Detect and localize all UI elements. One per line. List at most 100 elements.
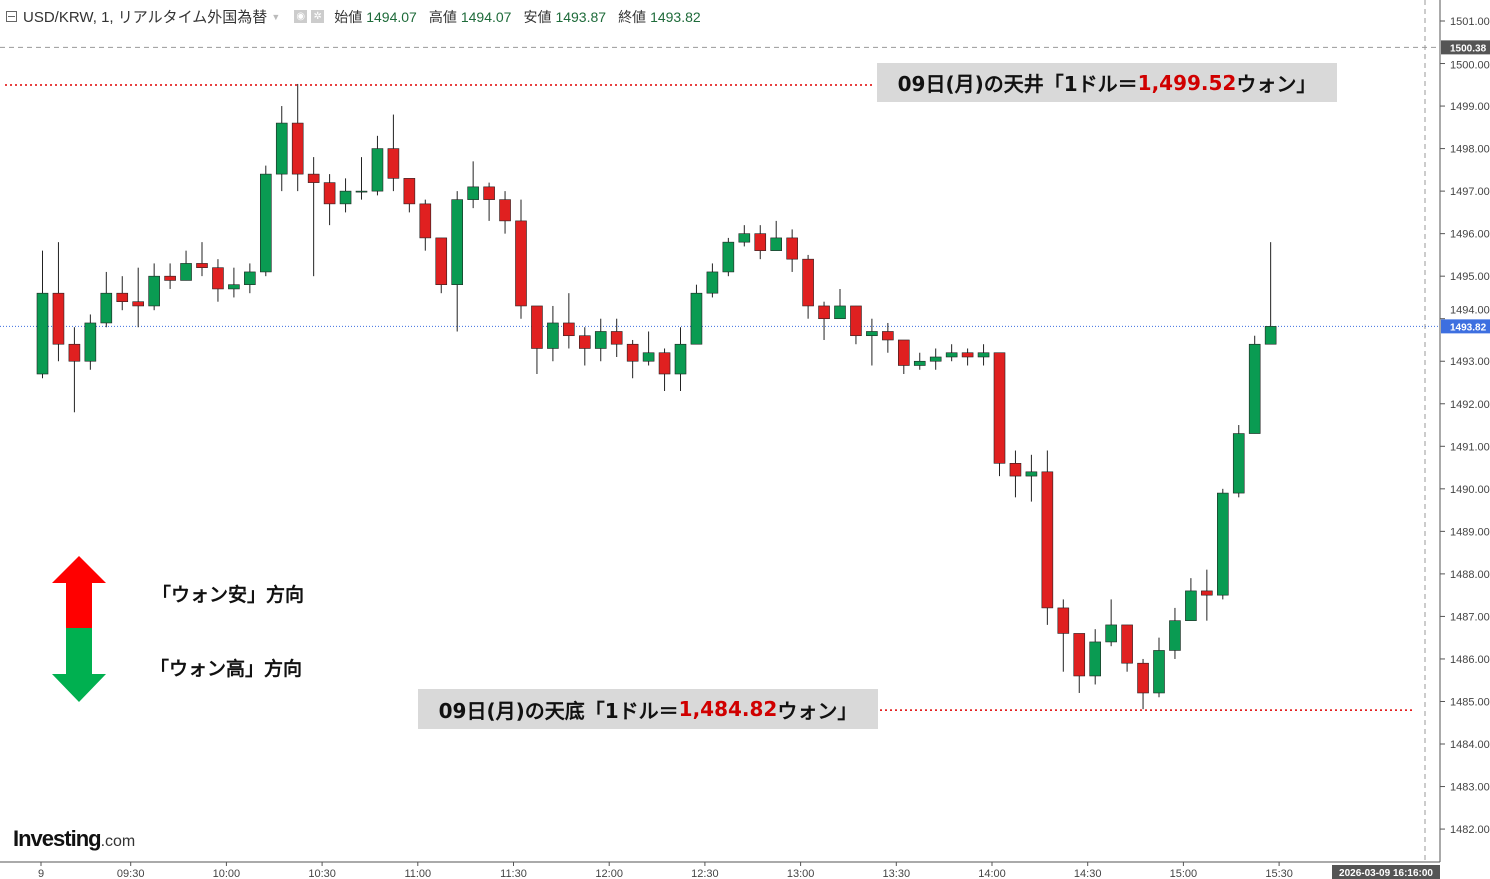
crosshair-time-label: 2026-03-09 16:16:00	[1339, 868, 1433, 879]
candle-body	[291, 122, 304, 175]
square-minus-icon[interactable]	[6, 11, 17, 22]
candle-body	[84, 322, 97, 362]
y-tick-label: 1496.00	[1450, 229, 1490, 241]
low-annotation-suffix: ウォン」	[777, 698, 858, 723]
x-tick-label: 13:30	[883, 868, 911, 879]
x-tick-label: 14:00	[978, 868, 1006, 879]
candle-body	[387, 148, 400, 179]
candle-body	[993, 352, 1006, 464]
gear-icon[interactable]: ✲	[311, 10, 325, 23]
candle-body	[132, 301, 144, 307]
candle-body	[897, 339, 910, 366]
x-tick-label: 14:30	[1074, 868, 1102, 879]
candle-body	[1089, 641, 1101, 677]
eye-icon[interactable]: ◉	[294, 10, 308, 23]
strong-won-label: 「ウォン高」方向	[150, 658, 303, 680]
x-tick-label: 12:00	[595, 868, 623, 879]
x-tick-label: 10:30	[308, 868, 336, 879]
y-tick-label: 1491.00	[1450, 441, 1490, 453]
candle-body	[259, 173, 272, 273]
candle-body	[1264, 326, 1277, 345]
symbol-title[interactable]: USD/KRW, 1, リアルタイム外国為替	[23, 9, 268, 26]
close-label: 終値	[618, 8, 647, 25]
candle-body	[164, 275, 176, 281]
candle-body	[355, 190, 368, 193]
candle-body	[1248, 343, 1261, 434]
candle-body	[244, 271, 256, 285]
y-tick-label: 1483.00	[1450, 782, 1490, 794]
candle-body	[1137, 662, 1149, 694]
candle-body	[578, 335, 591, 349]
y-tick-label: 1487.00	[1450, 611, 1490, 623]
candle-body	[323, 182, 336, 205]
high-annotation: 09日(月)の天井「1ドル＝ 1,499.52 ウォン」	[877, 63, 1337, 102]
x-tick-label: 9	[38, 868, 44, 879]
candle-body	[770, 237, 783, 251]
candle-body	[52, 292, 65, 345]
candle-body	[1105, 624, 1117, 643]
candle-body	[36, 292, 49, 375]
candle-body	[1121, 624, 1133, 664]
low-annotation-prefix: 09日(月)の天底「1ドル＝	[438, 698, 679, 723]
candle-body	[499, 199, 511, 222]
candle-body	[100, 292, 113, 324]
candle-body	[977, 352, 990, 358]
x-tick-label: 13:00	[787, 868, 815, 879]
candle-body	[706, 271, 719, 294]
candle-body	[1232, 433, 1245, 494]
candle-body	[818, 305, 830, 320]
candle-body	[116, 292, 129, 302]
candle-body	[786, 237, 798, 260]
candle-body	[68, 343, 81, 362]
candle-body	[148, 275, 160, 307]
y-tick-label: 1497.00	[1450, 186, 1490, 198]
candle-body	[690, 292, 703, 345]
high-annotation-suffix: ウォン」	[1236, 72, 1317, 96]
candle-body	[850, 305, 862, 337]
chevron-down-icon[interactable]: ▼	[271, 11, 281, 22]
candle-body	[531, 305, 543, 349]
candle-body	[929, 356, 942, 362]
high-annotation-prefix: 09日(月)の天井「1ドル＝	[897, 72, 1138, 96]
x-tick-label: 11:30	[500, 868, 527, 879]
candle-body	[961, 352, 974, 358]
candle-body	[1073, 633, 1086, 677]
crosshair-price-label: 1500.38	[1450, 43, 1487, 54]
x-tick-label: 11:00	[404, 868, 431, 879]
candle-body	[371, 148, 384, 192]
candle-body	[658, 352, 671, 375]
candle-body	[626, 343, 639, 362]
candle-body	[754, 233, 767, 251]
close-value: 1493.82	[650, 8, 701, 25]
candle-body	[515, 220, 527, 307]
candles	[36, 83, 1277, 710]
current-price-label: 1493.82	[1450, 322, 1487, 333]
y-tick-label: 1489.00	[1450, 526, 1490, 538]
high-value: 1494.07	[460, 8, 512, 25]
x-tick-label: 09:30	[117, 868, 145, 879]
candle-body	[1217, 492, 1229, 596]
investing-logo: Investing.com	[13, 826, 136, 851]
low-annotation: 09日(月)の天底「1ドル＝ 1,484.82 ウォン」	[418, 689, 878, 729]
up-down-arrow-icon	[52, 556, 106, 702]
candle-body	[275, 122, 288, 175]
candle-body	[945, 352, 958, 358]
candle-body	[1057, 607, 1070, 634]
candle-body	[722, 241, 735, 273]
y-tick-label: 1484.00	[1450, 739, 1490, 751]
candle-body	[738, 233, 751, 243]
x-tick-label: 10:00	[213, 868, 241, 879]
candle-body	[228, 284, 240, 290]
candle-body	[196, 263, 208, 268]
candle-body	[1025, 471, 1038, 477]
candle-body	[882, 331, 894, 341]
x-tick-label: 15:30	[1265, 868, 1293, 879]
x-tick-label: 15:00	[1170, 868, 1198, 879]
y-tick-label: 1485.00	[1450, 696, 1490, 708]
candle-body	[610, 331, 623, 345]
candle-body	[435, 237, 448, 285]
high-annotation-value: 1,499.52	[1137, 70, 1237, 95]
low-label: 安値	[523, 8, 552, 25]
candle-body	[483, 186, 495, 200]
